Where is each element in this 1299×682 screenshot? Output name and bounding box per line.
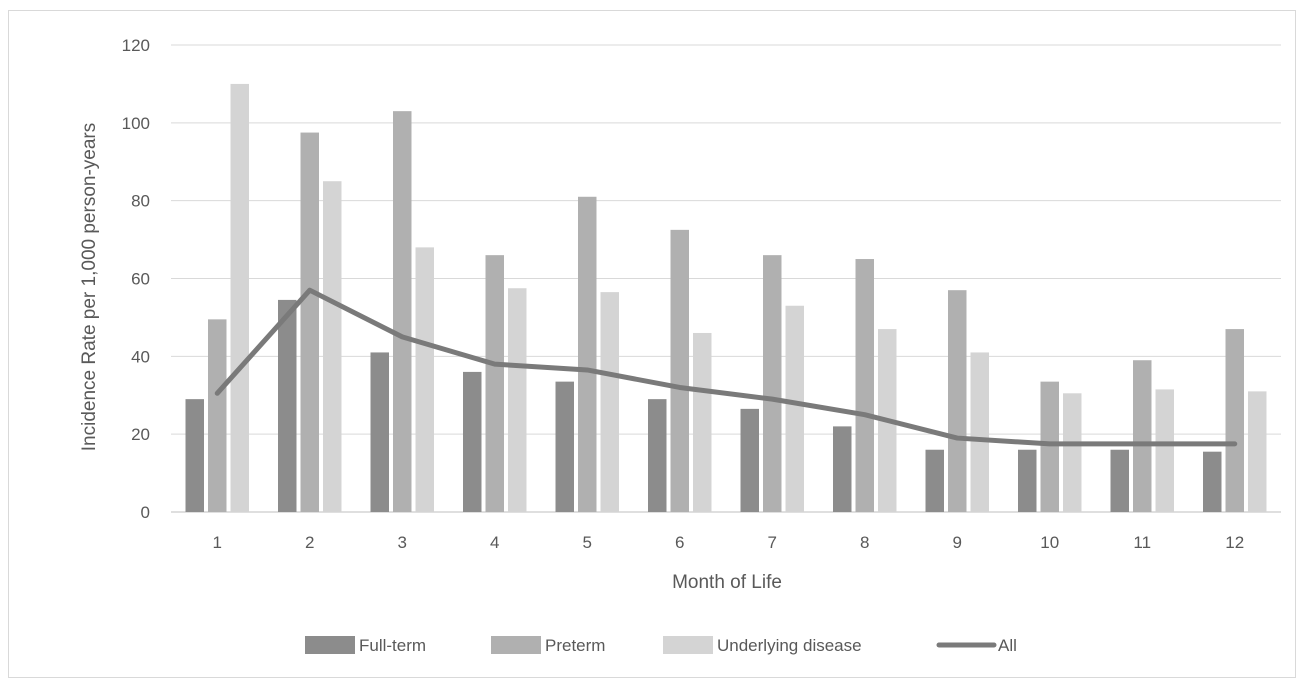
bar <box>740 408 759 512</box>
bar <box>1110 449 1129 512</box>
bar <box>1063 393 1082 512</box>
bar <box>278 299 297 512</box>
x-tick-label: 7 <box>768 533 777 552</box>
y-tick-label: 120 <box>122 36 150 55</box>
x-tick-label: 2 <box>305 533 314 552</box>
x-tick-label: 11 <box>1133 533 1151 552</box>
legend-swatch <box>663 636 713 654</box>
legend-label: Preterm <box>545 636 605 655</box>
x-tick-label: 1 <box>213 533 222 552</box>
legend-swatch <box>305 636 355 654</box>
x-tick-label: 8 <box>860 533 869 552</box>
chart-frame: 0 20 40 60 80 100 120 1 2 3 4 5 6 7 8 9 10 11 12 Incidenc… <box>8 10 1296 678</box>
y-tick-label: 0 <box>141 503 150 522</box>
bar <box>485 255 504 512</box>
bar <box>185 399 204 512</box>
bar <box>970 352 989 512</box>
y-tick-label: 60 <box>131 270 150 289</box>
bar <box>1133 360 1152 512</box>
bar <box>855 259 874 512</box>
bar <box>693 332 712 512</box>
bar <box>670 229 689 512</box>
bar <box>1203 451 1222 512</box>
y-tick-label: 80 <box>131 192 150 211</box>
x-tick-label: 5 <box>583 533 592 552</box>
bar <box>763 255 782 512</box>
legend-label: Underlying disease <box>717 636 862 655</box>
line-layer <box>214 287 1238 447</box>
legend-label: Full-term <box>359 636 426 655</box>
y-tick-label: 100 <box>122 114 150 133</box>
bar <box>555 381 574 512</box>
bar <box>463 371 482 512</box>
bar <box>370 352 389 512</box>
x-tick-label: 9 <box>953 533 962 552</box>
bar <box>948 290 967 512</box>
x-tick-label: 4 <box>490 533 499 552</box>
x-tick-labels: 1 2 3 4 5 6 7 8 9 10 11 12 <box>213 533 1245 552</box>
bar <box>600 292 619 512</box>
bar <box>415 247 434 512</box>
legend: Full-term Preterm Underlying disease All <box>305 636 1017 655</box>
bar <box>833 426 852 512</box>
bar <box>393 111 412 513</box>
bar <box>508 288 527 512</box>
legend-swatch <box>491 636 541 654</box>
bars <box>185 83 1267 513</box>
bar <box>1040 381 1059 512</box>
bar <box>1018 449 1037 512</box>
bar <box>925 449 944 512</box>
y-tick-label: 20 <box>131 425 150 444</box>
x-tick-label: 10 <box>1040 533 1059 552</box>
x-tick-label: 12 <box>1225 533 1244 552</box>
legend-label: All <box>998 636 1017 655</box>
x-tick-label: 6 <box>675 533 684 552</box>
bar <box>578 196 597 512</box>
y-tick-label: 40 <box>131 347 150 366</box>
bar <box>1248 391 1267 512</box>
bar <box>323 181 342 513</box>
bar <box>1155 389 1174 512</box>
x-axis-title: Month of Life <box>672 572 782 593</box>
gridlines <box>171 44 1281 513</box>
bar <box>208 319 227 512</box>
bar <box>230 83 249 513</box>
bar <box>785 305 804 512</box>
bar <box>1225 329 1244 512</box>
series-line <box>214 287 1238 447</box>
y-tick-labels: 0 20 40 60 80 100 120 <box>122 36 150 522</box>
bar <box>300 132 319 512</box>
bar <box>648 399 667 512</box>
x-tick-label: 3 <box>398 533 407 552</box>
y-axis-title: Incidence Rate per 1,000 person-years <box>79 123 100 451</box>
